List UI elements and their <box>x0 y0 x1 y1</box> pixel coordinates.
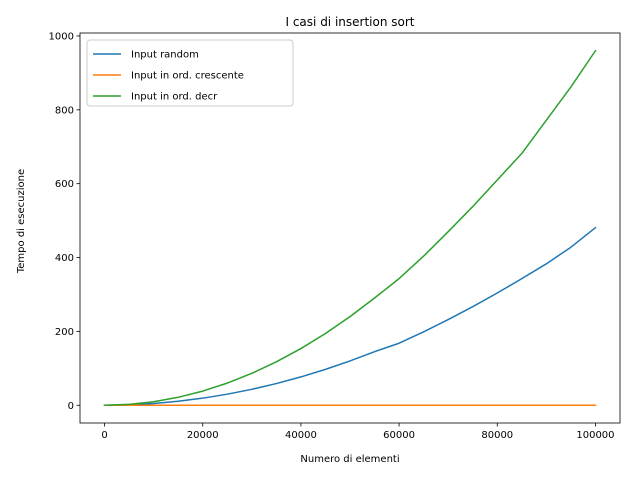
y-tick-label-3: 600 <box>55 179 74 190</box>
legend-label-0: Input random <box>131 50 199 61</box>
x-tick-label-4: 80000 <box>481 430 513 441</box>
y-tick-label-1: 200 <box>55 327 74 338</box>
y-tick-label-5: 1000 <box>49 31 74 42</box>
plot-area: 0 20000 40000 60000 80000 100000 0 200 400 600 800… <box>49 31 621 441</box>
y-tick-label-4: 800 <box>55 105 74 116</box>
y-tick-label-2: 400 <box>55 253 74 264</box>
chart-title: I casi di insertion sort <box>285 15 414 29</box>
axes-frame <box>79 32 621 424</box>
series-line-0 <box>103 226 597 407</box>
y-tick-label-0: 0 <box>68 401 74 412</box>
x-tick-label-0: 0 <box>101 430 107 441</box>
series-line-2 <box>103 49 597 407</box>
legend-label-1: Input in ord. crescente <box>131 71 244 82</box>
x-tick-label-3: 60000 <box>383 430 415 441</box>
legend-box <box>86 39 294 107</box>
legend-label-2: Input in ord. decr <box>131 92 218 103</box>
x-tick-label-2: 40000 <box>285 430 317 441</box>
x-tick-label-1: 20000 <box>187 430 219 441</box>
y-axis-label: Tempo di esecuzione <box>16 169 27 274</box>
x-tick-label-5: 100000 <box>576 430 614 441</box>
x-axis-label: Numero di elementi <box>300 454 399 465</box>
